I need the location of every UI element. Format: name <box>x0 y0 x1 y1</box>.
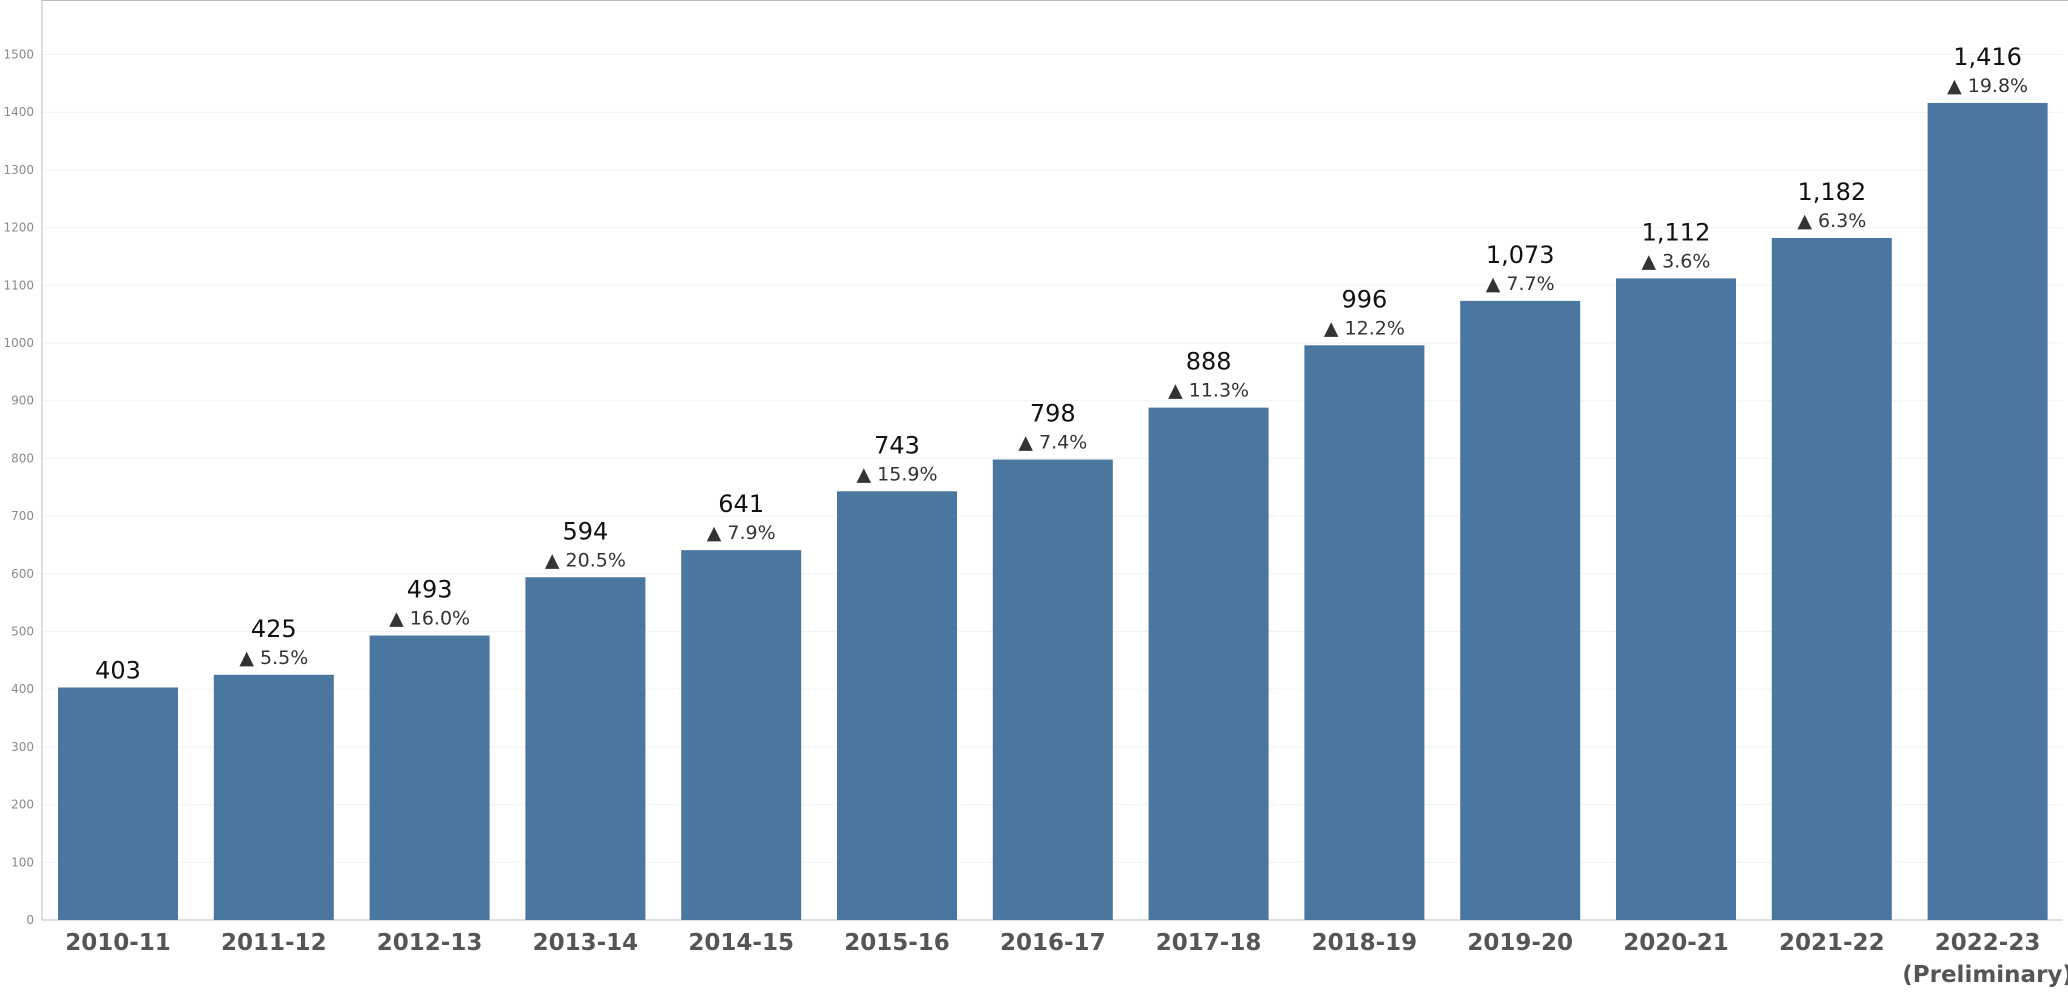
y-tick-label: 100 <box>11 855 34 869</box>
value-label: 403 <box>95 656 141 684</box>
value-label: 798 <box>1030 400 1076 428</box>
x-tick-label: 2010-11 <box>65 930 171 956</box>
x-tick-label: 2021-22 <box>1779 930 1885 956</box>
y-tick-label: 900 <box>11 394 34 408</box>
bar <box>1148 407 1269 920</box>
pct-change-label: ▲ 11.3% <box>1168 380 1249 402</box>
value-label: 493 <box>407 576 453 604</box>
y-tick-label: 1500 <box>3 48 34 62</box>
x-tick-label: 2022-23 <box>1935 930 2041 956</box>
bar <box>1460 300 1581 920</box>
pct-change-label: ▲ 12.2% <box>1324 317 1405 339</box>
y-tick-label: 1400 <box>3 105 34 119</box>
pct-change-label: ▲ 6.3% <box>1797 210 1866 232</box>
x-axis: 2010-11 2011-12 2012-13 2013-14 2014-15 2015-… <box>65 930 2068 988</box>
y-tick-label: 0 <box>26 913 34 927</box>
x-tick-label: 2020-21 <box>1623 930 1729 956</box>
pct-change-label: ▲ 19.8% <box>1947 75 2028 97</box>
bar <box>837 491 957 920</box>
value-label: 743 <box>874 431 920 459</box>
y-axis: 0 100 200 300 400 500 600 700 800 900 1000 1100 1200… <box>3 48 34 928</box>
x-tick-label: 2016-17 <box>1000 930 1106 956</box>
pct-change-label: ▲ 3.6% <box>1642 250 1711 272</box>
y-tick-label: 200 <box>11 798 34 812</box>
value-label: 996 <box>1341 285 1387 313</box>
x-tick-label: 2013-14 <box>533 930 639 956</box>
pct-change-label: ▲ 7.9% <box>707 522 776 544</box>
y-tick-label: 1100 <box>3 278 34 292</box>
bar <box>369 635 490 920</box>
x-tick-label: 2012-13 <box>377 930 483 956</box>
value-label: 1,073 <box>1486 241 1555 269</box>
y-tick-label: 600 <box>11 567 34 581</box>
value-label: 1,112 <box>1642 218 1711 246</box>
y-tick-label: 1200 <box>3 221 34 235</box>
pct-change-label: ▲ 5.5% <box>239 647 308 669</box>
x-tick-label: 2017-18 <box>1156 930 1262 956</box>
pct-change-label: ▲ 16.0% <box>389 608 470 630</box>
bar <box>1304 345 1425 921</box>
bars <box>58 102 2048 921</box>
value-label: 641 <box>718 490 764 518</box>
bar <box>1927 102 2048 920</box>
bar <box>525 577 646 920</box>
bar <box>992 459 1113 920</box>
x-tick-label: 2014-15 <box>688 930 794 956</box>
y-tick-label: 1000 <box>3 336 34 350</box>
x-tick-label: 2018-19 <box>1312 930 1418 956</box>
bar-labels: 403 ▲ 5.5% 425 ▲ 16.0% 493 ▲ 20.5% 594 ▲ 7.9% 64… <box>95 43 2028 685</box>
bar <box>58 687 178 920</box>
pct-change-label: ▲ 7.4% <box>1018 432 1087 454</box>
bar <box>213 674 334 920</box>
bar <box>1616 278 1736 921</box>
pct-change-label: ▲ 7.7% <box>1486 273 1555 295</box>
value-label: 1,182 <box>1797 178 1866 206</box>
x-tick-label: 2015-16 <box>844 930 950 956</box>
x-tick-label: 2019-20 <box>1467 930 1573 956</box>
y-tick-label: 400 <box>11 682 34 696</box>
value-label: 888 <box>1186 348 1232 376</box>
y-tick-label: 1300 <box>3 163 34 177</box>
bar <box>681 550 802 920</box>
y-tick-label: 800 <box>11 451 34 465</box>
pct-change-label: ▲ 15.9% <box>856 463 937 485</box>
x-tick-label: 2011-12 <box>221 930 327 956</box>
value-label: 1,416 <box>1953 43 2022 71</box>
y-tick-label: 700 <box>11 509 34 523</box>
value-label: 425 <box>251 615 297 643</box>
bar <box>1771 237 1892 921</box>
pct-change-label: ▲ 20.5% <box>545 549 626 571</box>
x-tick-sublabel: (Preliminary) <box>1902 962 2068 988</box>
y-tick-label: 500 <box>11 625 34 639</box>
value-label: 594 <box>562 517 608 545</box>
y-tick-label: 300 <box>11 740 34 754</box>
